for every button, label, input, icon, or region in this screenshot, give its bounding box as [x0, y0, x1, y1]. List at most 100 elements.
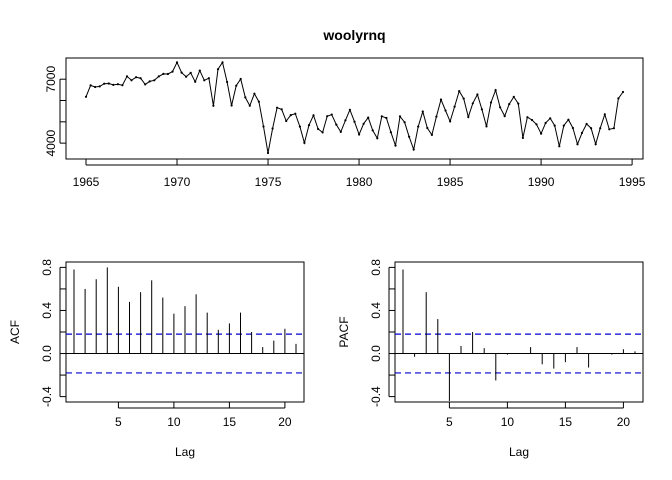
ts-x-tick-label: 1980 — [346, 175, 373, 189]
ts-point — [417, 125, 420, 128]
ts-point — [521, 136, 525, 139]
ts-point — [590, 127, 593, 130]
ts-point — [116, 83, 119, 86]
acf-x-tick-label: 15 — [223, 415, 237, 429]
ts-point — [580, 131, 584, 134]
ts-point — [549, 117, 552, 120]
ts-point — [303, 141, 306, 144]
ts-point — [567, 118, 570, 121]
ts-point — [380, 115, 383, 118]
ts-point — [157, 75, 160, 78]
ts-point — [266, 151, 270, 155]
ts-point — [376, 137, 379, 140]
ts-point — [594, 143, 597, 146]
ts-point — [344, 119, 347, 122]
ts-point — [476, 93, 479, 96]
ts-point — [371, 129, 374, 132]
ts-point — [189, 71, 192, 74]
ts-point — [508, 103, 511, 106]
ts-point — [285, 119, 288, 123]
ts-point — [558, 145, 561, 148]
ts-point — [499, 106, 502, 109]
ts-point — [394, 144, 397, 147]
acf-y-tick-label: 0.8 — [40, 259, 54, 276]
ts-point — [257, 100, 260, 103]
ts-point — [421, 110, 424, 113]
ts-plot-frame — [65, 57, 644, 160]
ts-point — [599, 127, 602, 130]
ts-point — [494, 89, 497, 92]
pacf-y-axis-label: PACF — [337, 316, 351, 347]
ts-point — [317, 127, 320, 131]
ts-point — [512, 95, 515, 98]
pacf-y-tick-label: 0.8 — [369, 259, 383, 276]
acf-y-tick-label: 0.4 — [40, 302, 54, 319]
ts-point — [553, 124, 556, 127]
ts-point — [121, 84, 124, 87]
ts-point — [471, 102, 474, 105]
ts-point — [198, 69, 201, 72]
ts-point — [144, 83, 147, 86]
ts-point — [408, 135, 411, 138]
ts-x-tick-label: 1995 — [619, 175, 646, 189]
ts-point — [535, 123, 538, 126]
ts-point — [339, 130, 342, 133]
ts-point — [362, 122, 365, 125]
ts-point — [326, 115, 329, 118]
ts-point — [148, 80, 151, 83]
ts-point — [462, 97, 465, 100]
ts-point — [280, 108, 283, 111]
ts-point — [216, 68, 220, 71]
ts-point — [444, 109, 447, 112]
ts-point — [271, 127, 274, 130]
ts-point — [162, 72, 165, 75]
acf-x-axis-label: Lag — [175, 445, 195, 459]
ts-point — [153, 79, 156, 82]
ts-point — [221, 61, 224, 64]
ts-point — [89, 84, 92, 87]
acf-x-tick-label: 5 — [115, 415, 122, 429]
ts-point — [617, 97, 620, 100]
ts-point — [439, 98, 443, 101]
ts-point — [353, 120, 356, 123]
ts-point — [112, 83, 115, 86]
ts-point — [130, 79, 133, 82]
acf-y-axis-label: ACF — [8, 320, 22, 344]
pacf-x-tick-label: 20 — [617, 415, 631, 429]
ts-point — [307, 124, 311, 127]
acf-x-tick-label: 20 — [278, 415, 292, 429]
ts-point — [467, 115, 470, 119]
acf-x-tick-label: 10 — [167, 415, 181, 429]
ts-point — [426, 126, 429, 130]
ts-point — [98, 85, 101, 88]
ts-point — [289, 114, 292, 117]
pacf-x-tick-label: 15 — [559, 415, 573, 429]
ts-point — [358, 133, 361, 136]
ts-point — [412, 148, 415, 151]
ts-point — [621, 90, 625, 94]
ts-point — [139, 77, 142, 80]
ts-point — [262, 125, 265, 128]
ts-x-tick-label: 1990 — [528, 175, 555, 189]
ts-point — [603, 113, 606, 116]
ts-point — [103, 82, 106, 85]
ts-point — [576, 143, 579, 146]
ts-point — [166, 72, 169, 76]
ts-point — [84, 95, 88, 98]
ts-point — [276, 106, 279, 109]
ts-point — [244, 96, 247, 99]
ts-point — [389, 131, 392, 134]
ts-point — [526, 116, 529, 119]
pacf-x-tick-label: 10 — [501, 415, 515, 429]
pacf-y-tick-label: 0.4 — [369, 302, 383, 319]
acf-y-tick-label: 0.0 — [40, 345, 54, 362]
ts-point — [612, 127, 616, 130]
pacf-x-axis-label: Lag — [509, 445, 529, 459]
ts-point — [253, 92, 256, 95]
ts-point — [485, 125, 488, 128]
ts-point — [171, 70, 174, 73]
ts-point — [125, 75, 129, 78]
ts-point — [312, 114, 315, 117]
ts-point — [348, 108, 351, 111]
chart-title: woolyrnq — [322, 27, 385, 43]
